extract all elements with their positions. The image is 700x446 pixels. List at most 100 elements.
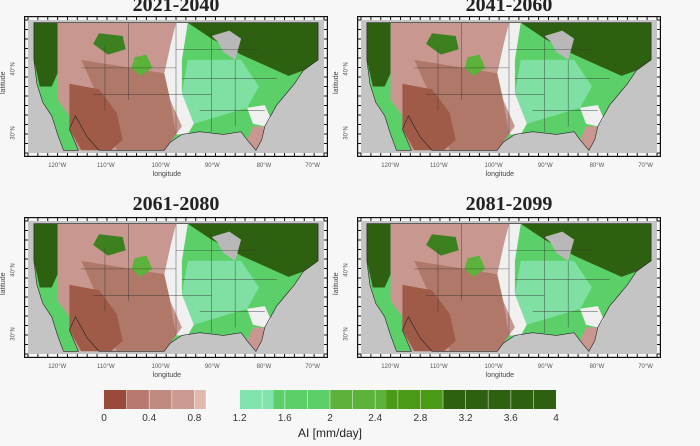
panel-title: 2021-2040 [132, 0, 220, 16]
great-lakes [544, 30, 575, 60]
x-tick-label: 100°W [151, 364, 170, 370]
x-tick-label: 100°W [151, 163, 170, 169]
florida-dry [247, 126, 265, 151]
panel-title: 2081-2099 [465, 193, 553, 215]
y-tick-label: 40°N [10, 262, 17, 277]
wet-dark-northwest [366, 223, 391, 288]
y-axis-label: latitude [333, 70, 340, 94]
florida-dry [580, 126, 598, 151]
wet-dark-northwest [33, 22, 58, 87]
y-tick-label: 40°N [343, 262, 350, 277]
colorbar-tick-label: 1.2 [232, 413, 247, 424]
y-axis-label: latitude [0, 70, 7, 94]
mountain-wet-patch [131, 54, 153, 76]
colorbar [104, 390, 556, 409]
great-lakes [211, 231, 242, 261]
mountain-wet-patch [426, 33, 459, 55]
x-tick-label: 90°W [537, 163, 553, 169]
colorbar-tick-label: 4 [553, 413, 559, 424]
wet-light-region [514, 59, 592, 124]
x-tick-label: 80°W [256, 364, 272, 370]
mountain-wet-patch [426, 234, 459, 256]
colorbar-tick-label: 3.2 [458, 413, 473, 424]
map-panel [357, 16, 661, 157]
x-tick-label: 120°W [48, 163, 67, 169]
x-tick-label: 100°W [484, 163, 503, 169]
x-tick-label: 120°W [48, 364, 67, 370]
wet-light-region [181, 260, 259, 325]
colorbar-bin [149, 390, 172, 409]
x-tick-label: 110°W [97, 364, 115, 370]
great-lakes [211, 30, 242, 60]
y-axis-label: latitude [333, 271, 340, 295]
colorbar-bin [194, 390, 206, 409]
colorbar-bin [330, 390, 387, 409]
coastline [366, 223, 652, 352]
wet-light-region [181, 59, 259, 124]
coastline [33, 223, 319, 352]
y-tick-label: 30°N [10, 327, 17, 342]
wet-dark-northwest [366, 22, 391, 87]
coastline [33, 22, 319, 151]
coastline [366, 22, 652, 151]
mountain-wet-patch [464, 255, 486, 277]
x-tick-label: 70°W [305, 163, 320, 169]
map-panel [24, 217, 328, 358]
colorbar-tick-label: 2.4 [368, 413, 383, 424]
colorbar-bin [386, 390, 443, 409]
mountain-wet-patch [464, 54, 486, 76]
dry-dark-southwest [402, 83, 456, 151]
x-tick-label: 70°W [638, 163, 653, 169]
x-tick-label: 90°W [537, 364, 553, 370]
map-panel [357, 217, 661, 358]
wet-dark-northwest [33, 223, 58, 288]
colorbar-tick-label: 0.4 [142, 413, 157, 424]
x-tick-label: 110°W [430, 364, 448, 370]
x-tick-label: 110°W [97, 163, 115, 169]
x-tick-label: 90°W [204, 163, 220, 169]
x-tick-label: 120°W [381, 364, 400, 370]
colorbar-tick-label: 2 [327, 413, 333, 424]
y-tick-label: 30°N [343, 126, 350, 141]
x-tick-label: 110°W [430, 163, 448, 169]
x-axis-label: longitude [152, 171, 182, 178]
x-tick-label: 70°W [638, 364, 653, 370]
dry-dark-southwest [69, 284, 123, 352]
x-tick-label: 120°W [381, 163, 400, 169]
colorbar-tick-label: 0.8 [187, 413, 202, 424]
x-tick-label: 70°W [305, 364, 320, 370]
x-axis-label: longitude [485, 372, 515, 379]
colorbar-title: AI [mm/day] [297, 426, 363, 440]
x-axis-label: longitude [152, 372, 182, 379]
mountain-wet-patch [93, 234, 126, 256]
wet-light-region [514, 260, 592, 325]
dry-dark-southwest [69, 83, 123, 151]
map-panel [24, 16, 328, 157]
x-tick-label: 100°W [484, 364, 503, 370]
mountain-wet-patch [93, 33, 126, 55]
x-tick-label: 80°W [589, 364, 605, 370]
florida-dry [247, 327, 265, 352]
great-lakes [544, 231, 575, 261]
colorbar-bin [171, 390, 195, 409]
colorbar-bin [126, 390, 150, 409]
panel-title: 2061-2080 [132, 193, 220, 215]
mountain-wet-patch [131, 255, 153, 277]
colorbar-bin [239, 390, 274, 409]
y-tick-label: 30°N [10, 126, 17, 141]
y-tick-label: 40°N [10, 61, 17, 76]
y-tick-label: 30°N [343, 327, 350, 342]
dry-dark-southwest [402, 284, 456, 352]
colorbar-tick-label: 2.8 [413, 413, 428, 424]
y-axis-label: latitude [0, 271, 7, 295]
x-tick-label: 80°W [589, 163, 605, 169]
colorbar-bin [104, 390, 127, 409]
colorbar-tick-label: 0 [101, 413, 107, 424]
panel-title: 2041-2060 [465, 0, 553, 16]
y-tick-label: 40°N [343, 61, 350, 76]
x-axis-label: longitude [485, 171, 515, 178]
colorbar-tick-label: 3.6 [503, 413, 518, 424]
colorbar-tick-label: 1.6 [277, 413, 292, 424]
x-tick-label: 80°W [256, 163, 272, 169]
florida-dry [580, 327, 598, 352]
